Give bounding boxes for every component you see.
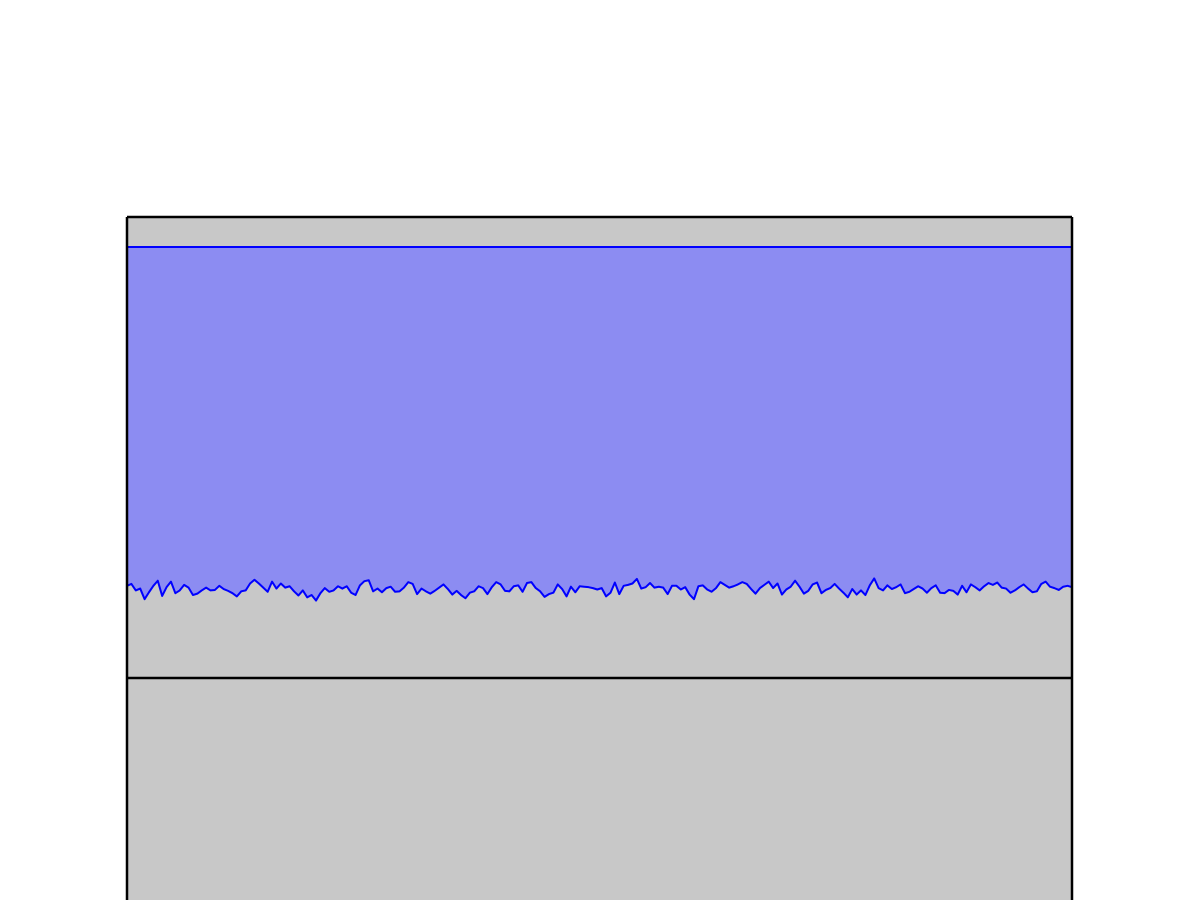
band-area-fill: [127, 246, 1072, 601]
band-lower-line: [126, 577, 1073, 602]
